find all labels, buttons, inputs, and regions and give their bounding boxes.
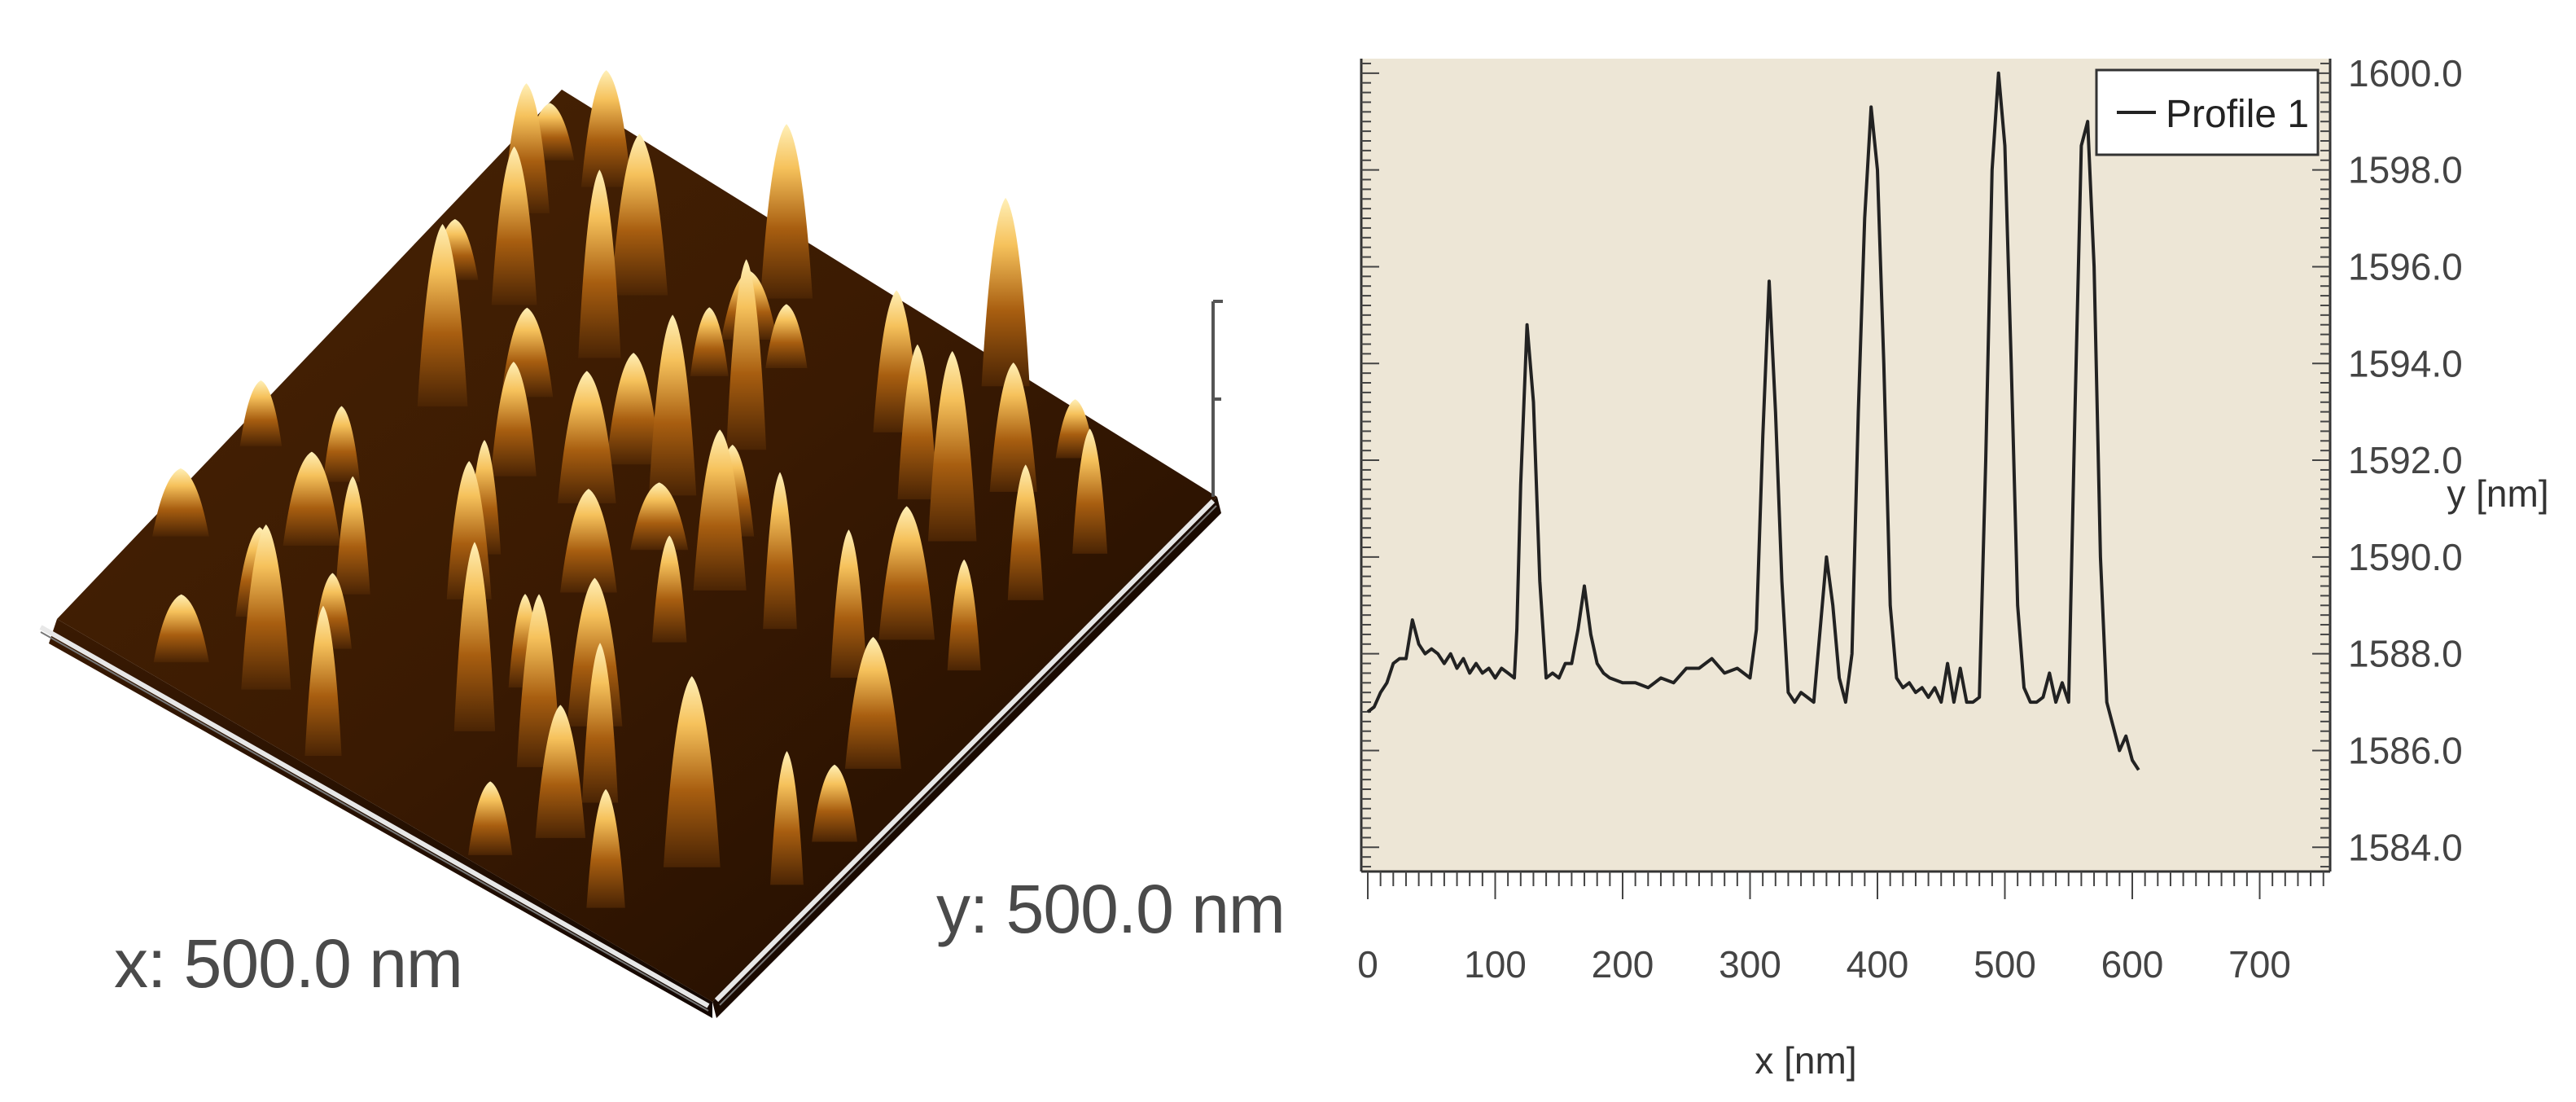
x-axis-line-shadow xyxy=(40,631,709,1012)
surface-peak xyxy=(453,542,496,731)
y-tick-label: 1598.0 xyxy=(2348,149,2463,191)
surface-peak xyxy=(927,350,977,542)
x-tick-label: 100 xyxy=(1464,943,1527,986)
surface-peak xyxy=(878,506,935,640)
surface-peak xyxy=(239,380,283,446)
surface-peak xyxy=(690,307,729,376)
surface-peak xyxy=(770,751,804,885)
x-axis-label: x [nm] xyxy=(1755,1039,1856,1082)
y-minor-ticks xyxy=(1361,62,2330,868)
x-dimension-label: x: 500.0 nm xyxy=(114,925,463,1002)
x-axis-line xyxy=(39,625,710,1008)
surface-peak xyxy=(1072,428,1108,554)
surface-peak xyxy=(283,451,341,546)
x-tick-label: 400 xyxy=(1847,943,1909,986)
profile-1-line xyxy=(1366,71,2140,771)
y-tick-label: 1588.0 xyxy=(2348,633,2463,675)
legend: Profile 1 xyxy=(2095,68,2320,156)
surface-peak xyxy=(726,259,767,450)
surface-peak xyxy=(765,304,808,368)
plot-area xyxy=(1361,59,2330,872)
x-tick-label: 0 xyxy=(1357,943,1378,986)
surface-peak xyxy=(491,146,537,305)
surface-peak xyxy=(304,605,342,757)
x-tick-label: 200 xyxy=(1592,943,1654,986)
legend-label: Profile 1 xyxy=(2166,93,2309,136)
surface-peak xyxy=(468,781,513,855)
surface-peak xyxy=(580,70,632,187)
y-tick-label: 1586.0 xyxy=(2348,729,2463,771)
surface-peak xyxy=(606,353,661,465)
surface-peak xyxy=(322,406,361,482)
y-axis-line-shadow xyxy=(719,505,1217,1006)
surface-peak xyxy=(153,594,209,663)
y-tick-label: 1584.0 xyxy=(2348,826,2463,868)
surface-peak xyxy=(651,535,687,643)
surface-peak xyxy=(516,594,562,767)
surface-peak xyxy=(586,788,625,908)
surface-peak xyxy=(947,559,981,671)
surface-peak xyxy=(760,124,813,299)
y-tick-label: 1600.0 xyxy=(2348,52,2463,94)
surface-peak xyxy=(611,134,668,296)
y-tick-label: 1592.0 xyxy=(2348,439,2463,481)
x-tick-labels: 0 100 200 300 400 500 600 700 xyxy=(1357,943,2291,986)
surface-peak xyxy=(535,705,586,838)
surface-peak xyxy=(763,472,797,630)
surface-peaks xyxy=(152,70,1108,908)
surface-peak xyxy=(693,429,747,591)
x-tick-label: 600 xyxy=(2101,943,2164,986)
surface-peak xyxy=(649,314,697,496)
surface-peak xyxy=(663,676,721,867)
surface-peak xyxy=(630,482,689,551)
y-axis-label: y [nm] xyxy=(2447,472,2548,515)
x-tick-label: 500 xyxy=(1974,943,2036,986)
surface-peak xyxy=(844,637,901,769)
surface-peak xyxy=(981,197,1030,387)
surface-peak xyxy=(1007,464,1044,600)
surface-peak xyxy=(335,476,370,595)
x-tick-label: 700 xyxy=(2228,943,2291,986)
x-tick-label: 300 xyxy=(1719,943,1781,986)
surface-peak xyxy=(897,344,938,500)
surface-peak xyxy=(578,169,621,358)
surface-peak xyxy=(989,362,1037,492)
y-tick-label: 1594.0 xyxy=(2348,342,2463,384)
y-tick-label: 1596.0 xyxy=(2348,245,2463,288)
surface-peak xyxy=(830,529,867,678)
surface-peak xyxy=(417,223,468,407)
surface-peak xyxy=(152,468,209,537)
y-dimension-label: y: 500.0 nm xyxy=(936,871,1286,947)
surface-peak xyxy=(241,524,291,690)
y-axis-line xyxy=(714,498,1216,1003)
x-minor-ticks xyxy=(1367,872,2324,899)
surface-peak xyxy=(490,362,537,476)
y-tick-label: 1590.0 xyxy=(2348,536,2463,578)
surface-peak xyxy=(560,489,617,593)
surface-peak xyxy=(812,764,857,842)
surface-peak xyxy=(581,643,619,803)
surface-peak xyxy=(557,371,616,504)
y-tick-labels: 1584.0 1586.0 1588.0 1590.0 1592.0 1594.0 1596… xyxy=(2348,52,2463,868)
afm-surface-plot xyxy=(39,70,1223,1018)
